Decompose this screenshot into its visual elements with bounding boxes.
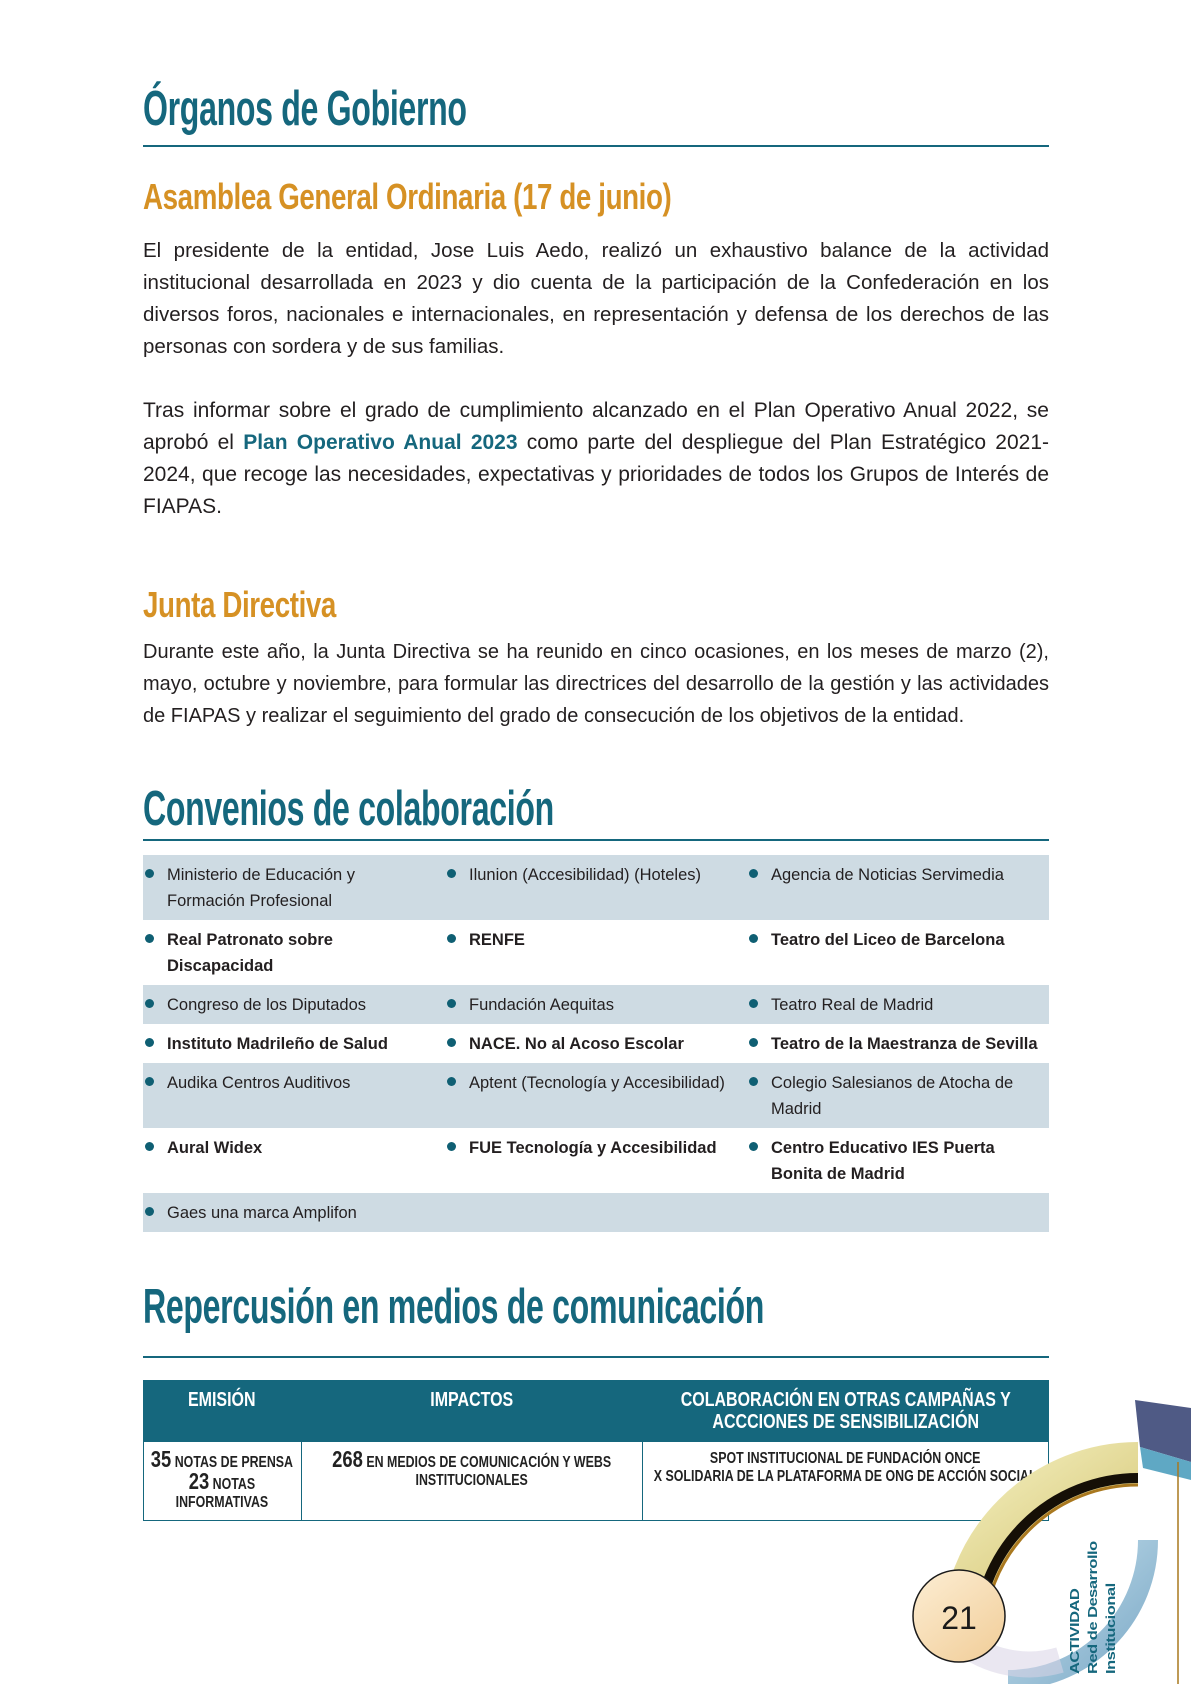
svg-text:21: 21 bbox=[941, 1600, 977, 1636]
